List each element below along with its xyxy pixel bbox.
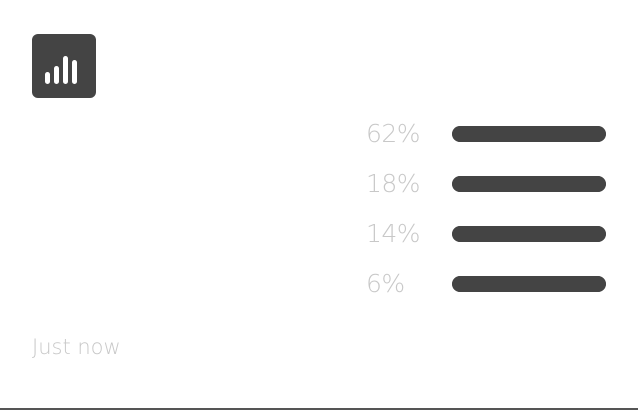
poll-result-bar-fill — [452, 126, 606, 142]
poll-result-percent: 18% — [366, 169, 421, 198]
poll-result-percent: 6% — [366, 269, 405, 298]
bar-chart-icon — [32, 34, 96, 98]
poll-result-bar-fill — [452, 226, 606, 242]
poll-result-bar-fill — [452, 176, 606, 192]
poll-result-bar-fill — [452, 276, 606, 292]
poll-result-bar — [452, 276, 606, 292]
poll-result-bar — [452, 176, 606, 192]
poll-result-bar — [452, 226, 606, 242]
poll-result-row: 62% — [366, 114, 606, 154]
poll-result-row: 6% — [366, 264, 606, 304]
timestamp: Just now — [32, 335, 121, 359]
poll-result-percent: 62% — [366, 119, 421, 148]
poll-result-row: 18% — [366, 164, 606, 204]
poll-result-row: 14% — [366, 214, 606, 254]
poll-result-percent: 14% — [366, 219, 421, 248]
poll-result-bar — [452, 126, 606, 142]
